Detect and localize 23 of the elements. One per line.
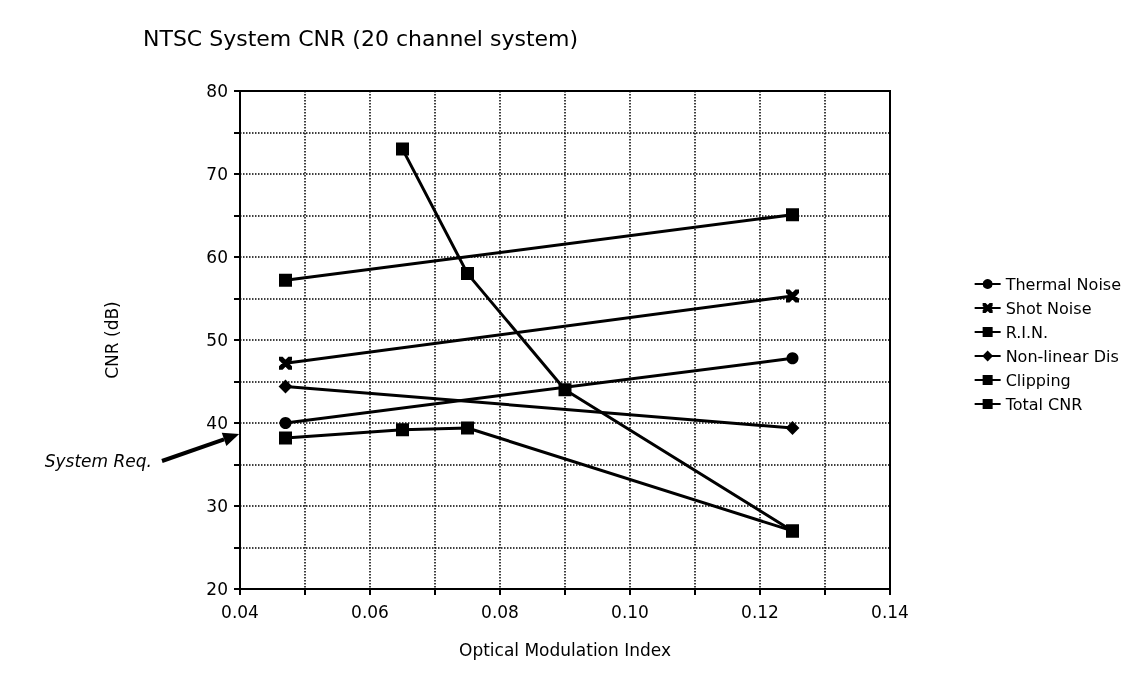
legend-label: Thermal Noise	[1004, 274, 1121, 294]
legend-label: R.I.N.	[1005, 322, 1049, 342]
y-tick-label: 20	[206, 579, 228, 599]
y-tick-label: 40	[206, 413, 228, 433]
x-tick-label: 0.04	[221, 601, 259, 622]
legend-label: Shot Noise	[1005, 298, 1092, 318]
x-tick-label: 0.14	[871, 601, 909, 622]
y-tick-label: 70	[206, 164, 228, 184]
y-tick-label: 30	[206, 496, 228, 516]
y-tick-label: 50	[206, 330, 228, 350]
chart-title: NTSC System CNR (20 channel system)	[143, 25, 579, 51]
x-tick-label: 0.08	[481, 601, 519, 622]
legend-label: Clipping	[1005, 370, 1071, 390]
legend-label: Non-linear Dis	[1005, 346, 1119, 366]
x-tick-label: 0.10	[611, 601, 649, 622]
text: System Req.	[44, 451, 152, 471]
y-axis-title: CNR (dB)	[101, 301, 122, 379]
x-tick-label: 0.06	[351, 601, 389, 622]
legend-label: Total CNR	[1004, 394, 1083, 414]
x-tick-label: 0.12	[741, 601, 779, 622]
x-axis-title: Optical Modulation Index	[459, 639, 671, 660]
y-tick-label: 60	[206, 247, 228, 267]
y-tick-label: 80	[206, 81, 228, 101]
